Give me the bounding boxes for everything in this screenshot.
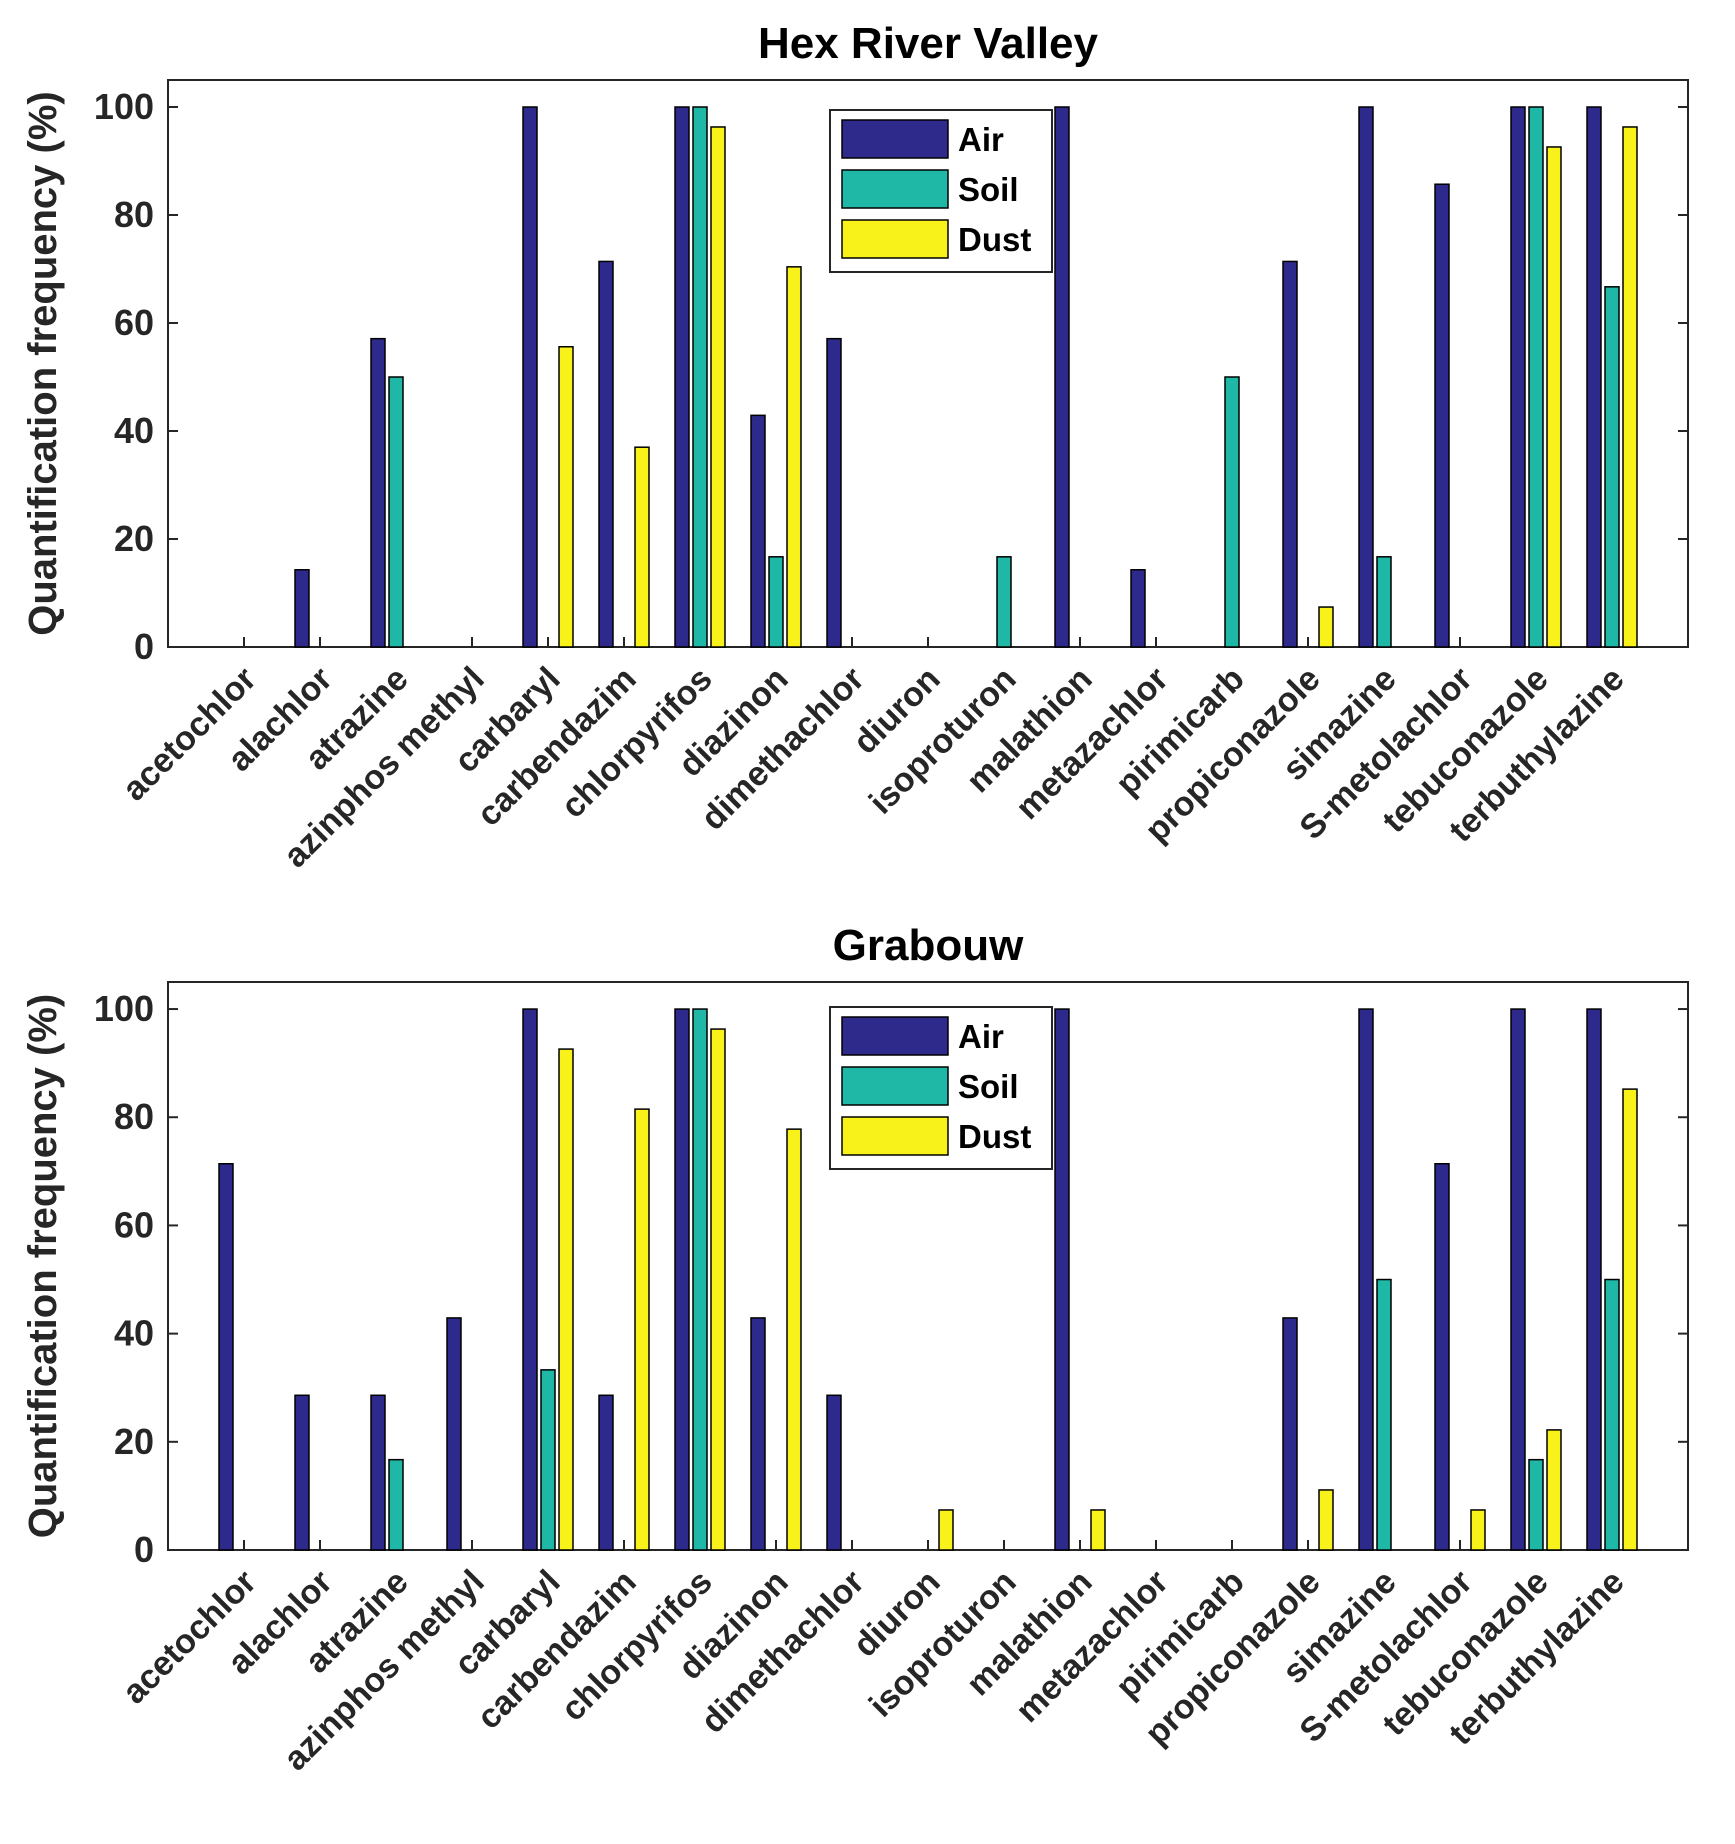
bar-air-carbaryl	[522, 106, 538, 648]
bar-soil-tebuconazole	[1528, 1458, 1544, 1551]
bar-air-terbuthylazine	[1586, 106, 1602, 648]
bar-dust-propiconazole	[1318, 1489, 1334, 1551]
bar-air-dimethachlor	[826, 1394, 842, 1551]
bar-dust-chlorpyrifos	[710, 126, 726, 648]
bar-air-s-metolachlor	[1434, 183, 1450, 648]
bar-dust-chlorpyrifos	[710, 1028, 726, 1551]
legend-swatch-dust	[841, 1116, 949, 1156]
bar-dust-terbuthylazine	[1622, 1088, 1638, 1551]
bar-soil-chlorpyrifos	[692, 1008, 708, 1551]
bar-air-alachlor	[294, 1394, 310, 1551]
bar-dust-diuron	[938, 1509, 954, 1551]
y-tick-label: 40	[114, 1313, 154, 1354]
bar-soil-simazine	[1376, 556, 1392, 648]
bar-air-propiconazole	[1282, 260, 1298, 648]
bar-dust-tebuconazole	[1546, 146, 1562, 648]
legend-swatch-soil	[841, 1066, 949, 1106]
legend-swatch-dust	[841, 219, 949, 259]
bar-air-simazine	[1358, 1008, 1374, 1551]
bar-soil-simazine	[1376, 1278, 1392, 1551]
y-axis-label: Quantification frequency (%)	[21, 91, 65, 636]
bar-air-carbaryl	[522, 1008, 538, 1551]
y-tick-label: 0	[134, 1529, 154, 1570]
bar-air-carbendazim	[598, 1394, 614, 1551]
y-tick-label: 20	[114, 1421, 154, 1462]
bar-soil-isoproturon	[996, 556, 1012, 648]
bar-dust-malathion	[1090, 1509, 1106, 1551]
legend-label-soil: Soil	[958, 171, 1019, 208]
bar-dust-diazinon	[786, 266, 802, 648]
bar-soil-carbaryl	[540, 1369, 556, 1551]
bar-air-chlorpyrifos	[674, 1008, 690, 1551]
legend-label-air: Air	[958, 1018, 1004, 1055]
y-tick-label: 40	[114, 410, 154, 451]
y-tick-label: 0	[134, 626, 154, 667]
legend: Air Soil Dust	[829, 109, 1053, 273]
bar-air-s-metolachlor	[1434, 1163, 1450, 1551]
bar-soil-chlorpyrifos	[692, 106, 708, 648]
legend-label-soil: Soil	[958, 1068, 1019, 1105]
bar-soil-atrazine	[388, 1458, 404, 1551]
chart-title: Hex River Valley	[758, 19, 1099, 68]
bar-dust-s-metolachlor	[1470, 1509, 1486, 1551]
bar-soil-atrazine	[388, 376, 404, 648]
bar-air-azinphos-methyl	[446, 1317, 462, 1551]
y-tick-label: 80	[114, 194, 154, 235]
bar-soil-pirimicarb	[1224, 376, 1240, 648]
legend-swatch-soil	[841, 169, 949, 209]
bar-dust-terbuthylazine	[1622, 126, 1638, 648]
bar-air-simazine	[1358, 106, 1374, 648]
bar-soil-diazinon	[768, 556, 784, 648]
legend: Air Soil Dust	[829, 1006, 1053, 1170]
bar-air-tebuconazole	[1510, 1008, 1526, 1551]
legend-swatch-air	[841, 1016, 949, 1056]
bar-air-acetochlor	[218, 1163, 234, 1551]
bar-soil-terbuthylazine	[1604, 1278, 1620, 1551]
y-axis-label: Quantification frequency (%)	[21, 994, 65, 1539]
bar-dust-carbendazim	[634, 1108, 650, 1551]
y-tick-label: 80	[114, 1096, 154, 1137]
legend-label-air: Air	[958, 121, 1004, 158]
legend-label-dust: Dust	[958, 221, 1031, 258]
bar-air-tebuconazole	[1510, 106, 1526, 648]
bar-air-alachlor	[294, 569, 310, 648]
bar-air-malathion	[1054, 1008, 1070, 1551]
grabouw-chart: Grabouw Quantification frequency (%) 0 20 40…	[21, 921, 1689, 1778]
legend-label-dust: Dust	[958, 1118, 1031, 1155]
y-tick-label: 60	[114, 1204, 154, 1245]
bar-air-malathion	[1054, 106, 1070, 648]
bar-soil-terbuthylazine	[1604, 286, 1620, 648]
bar-air-terbuthylazine	[1586, 1008, 1602, 1551]
y-tick-label: 100	[94, 988, 154, 1029]
bar-air-atrazine	[370, 1394, 386, 1551]
y-tick-label: 60	[114, 302, 154, 343]
bar-dust-propiconazole	[1318, 606, 1334, 648]
bar-air-carbendazim	[598, 260, 614, 648]
bar-air-dimethachlor	[826, 337, 842, 648]
bar-air-diazinon	[750, 414, 766, 648]
hex-river-valley-chart: Hex River Valley Quantification frequency…	[21, 19, 1689, 875]
bar-dust-carbendazim	[634, 446, 650, 648]
y-tick-label: 100	[94, 86, 154, 127]
bar-soil-tebuconazole	[1528, 106, 1544, 648]
bar-dust-carbaryl	[558, 346, 574, 648]
legend-swatch-air	[841, 119, 949, 159]
y-tick-label: 20	[114, 518, 154, 559]
bar-air-propiconazole	[1282, 1317, 1298, 1551]
bar-dust-tebuconazole	[1546, 1429, 1562, 1551]
bar-air-metazachlor	[1130, 569, 1146, 648]
bar-air-atrazine	[370, 337, 386, 648]
chart-title: Grabouw	[833, 921, 1024, 970]
bar-air-chlorpyrifos	[674, 106, 690, 648]
bar-air-diazinon	[750, 1317, 766, 1551]
bar-dust-carbaryl	[558, 1048, 574, 1551]
bar-dust-diazinon	[786, 1128, 802, 1551]
